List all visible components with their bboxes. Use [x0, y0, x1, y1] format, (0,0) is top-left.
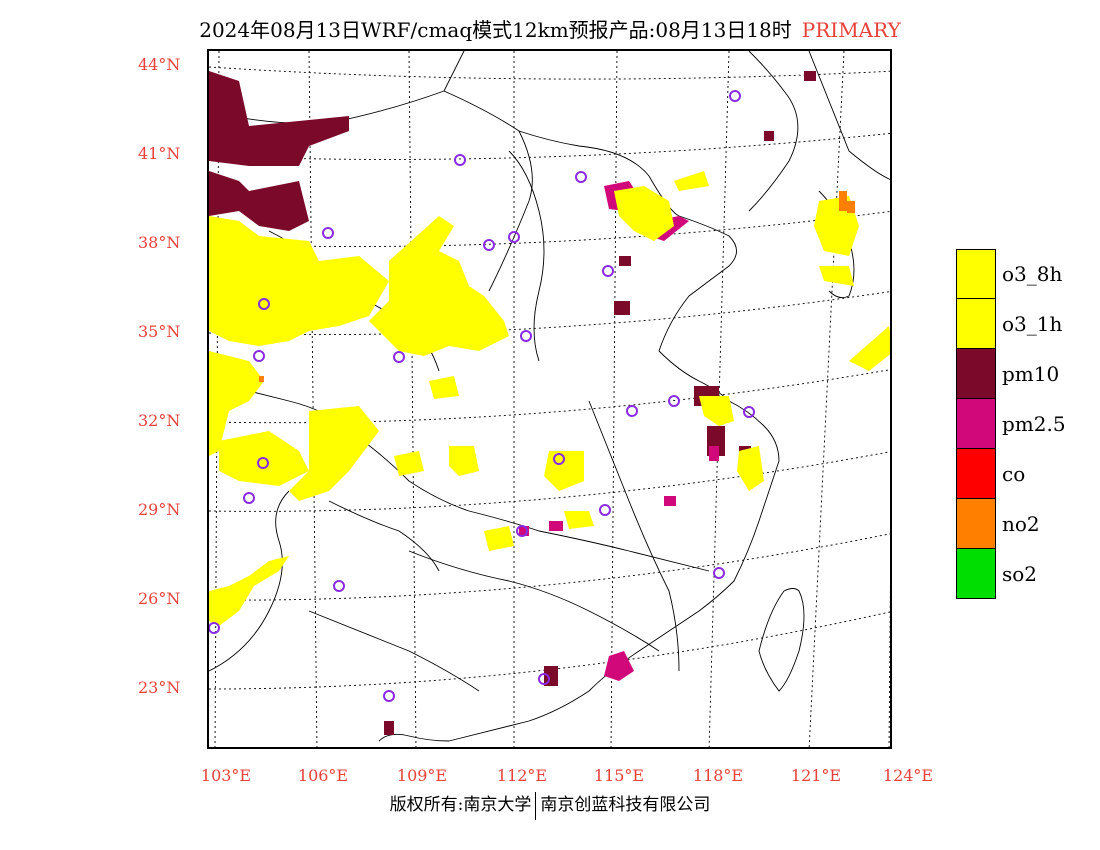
legend-item-co: co	[956, 449, 1086, 499]
copyright-footer: 版权所有:南京大学 南京创蓝科技有限公司	[0, 790, 1100, 820]
lat-label-32: 32°N	[138, 411, 181, 430]
legend-label: co	[1002, 462, 1026, 486]
legend-item-so2: so2	[956, 549, 1086, 599]
lon-label-121: 121°E	[790, 766, 842, 785]
map-svg	[209, 51, 890, 747]
title-primary: PRIMARY	[801, 18, 901, 42]
map-legend: o3_8h o3_1h pm10 pm2.5 co no2 so2	[956, 249, 1086, 599]
copyright-left: 版权所有:南京大学	[389, 795, 532, 815]
legend-label: so2	[1002, 562, 1038, 586]
lon-label-109: 109°E	[396, 766, 448, 785]
footer-divider	[535, 791, 537, 820]
legend-swatch	[956, 549, 996, 599]
lat-label-26: 26°N	[138, 589, 181, 608]
boundaries	[209, 51, 890, 742]
lon-label-112: 112°E	[496, 766, 548, 785]
legend-label: pm10	[1002, 362, 1060, 386]
lon-label-115: 115°E	[593, 766, 645, 785]
copyright-right: 南京创蓝科技有限公司	[540, 795, 711, 815]
map-title: 2024年08月13日WRF/cmaq模式12km预报产品:08月13日18时 P…	[0, 14, 1100, 43]
legend-label: no2	[1002, 512, 1040, 536]
o3-areas	[209, 171, 890, 626]
graticule-longitude	[214, 51, 890, 747]
station-markers	[209, 90, 755, 702]
map-canvas[interactable]	[207, 49, 892, 749]
legend-label: o3_8h	[1002, 262, 1063, 286]
legend-item-pm25: pm2.5	[956, 399, 1086, 449]
lat-label-35: 35°N	[138, 322, 181, 341]
legend-item-o3-8h: o3_8h	[956, 249, 1086, 299]
legend-item-no2: no2	[956, 499, 1086, 549]
lon-label-124: 124°E	[882, 766, 934, 785]
legend-swatch	[956, 449, 996, 499]
lon-label-103: 103°E	[200, 766, 252, 785]
legend-swatch	[956, 299, 996, 349]
lon-label-118: 118°E	[692, 766, 744, 785]
title-main: 2024年08月13日WRF/cmaq模式12km预报产品:08月13日18时	[199, 18, 792, 42]
no2-areas	[259, 191, 855, 382]
lon-label-106: 106°E	[297, 766, 349, 785]
lat-label-38: 38°N	[138, 233, 181, 252]
lat-label-44: 44°N	[138, 55, 181, 74]
legend-swatch	[956, 499, 996, 549]
legend-swatch	[956, 249, 996, 299]
lat-label-29: 29°N	[138, 500, 181, 519]
legend-label: o3_1h	[1002, 312, 1063, 336]
lat-label-41: 41°N	[138, 144, 181, 163]
legend-item-o3-1h: o3_1h	[956, 299, 1086, 349]
legend-item-pm10: pm10	[956, 349, 1086, 399]
lat-label-23: 23°N	[138, 678, 181, 697]
legend-swatch	[956, 349, 996, 399]
legend-label: pm2.5	[1002, 412, 1066, 436]
legend-swatch	[956, 399, 996, 449]
